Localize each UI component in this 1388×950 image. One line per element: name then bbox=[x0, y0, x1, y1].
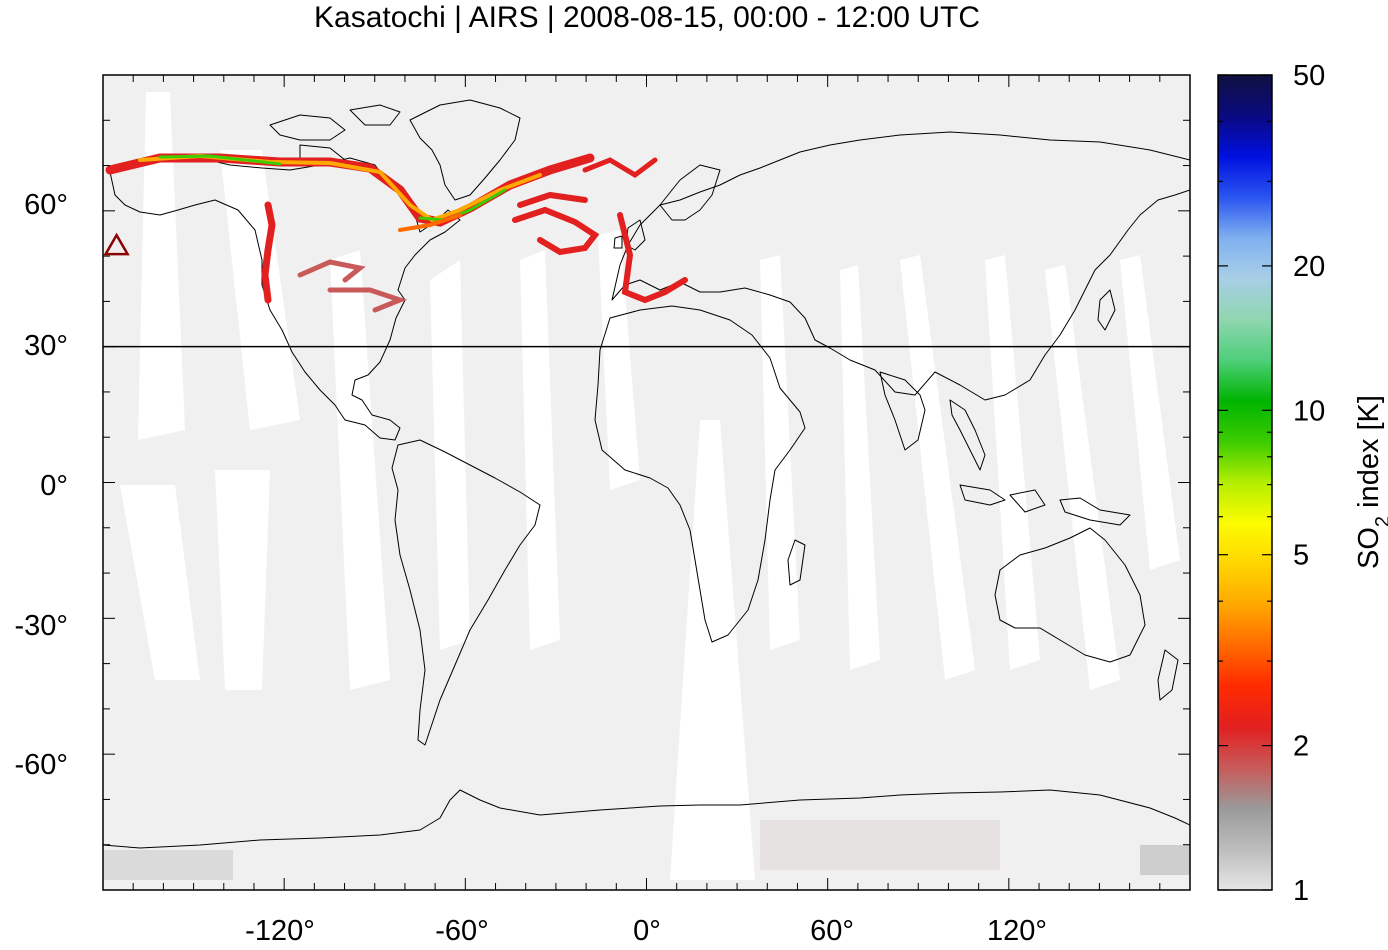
swath-gap bbox=[1120, 255, 1180, 570]
coastline-indonesia bbox=[959, 484, 1131, 526]
y-tick-label: 0° bbox=[40, 470, 68, 502]
swath-gap bbox=[985, 255, 1040, 670]
colorbar-tick-label: 2 bbox=[1293, 731, 1309, 763]
swath-gap bbox=[840, 265, 880, 670]
coastlines bbox=[103, 99, 1190, 849]
so2-plume-north-sea bbox=[582, 157, 658, 179]
so2-plume-canada-filament bbox=[261, 201, 276, 304]
swath-gap bbox=[900, 255, 975, 680]
coastline-north-america bbox=[109, 154, 461, 441]
noise-patch bbox=[103, 850, 233, 880]
coastline-greenland bbox=[409, 99, 521, 201]
x-tick-label: -60° bbox=[435, 915, 489, 947]
colorbar-gradient bbox=[1217, 74, 1273, 891]
coastline-madagascar bbox=[787, 539, 806, 586]
swath-gap bbox=[520, 250, 560, 650]
minor-ticks bbox=[103, 75, 1190, 890]
y-tick-label: 60° bbox=[24, 189, 68, 221]
coastline-japan bbox=[1097, 289, 1116, 331]
coastline-scandinavia bbox=[659, 164, 721, 221]
coastline-eurasia bbox=[611, 131, 1190, 401]
colorbar-label-subscript: 2 bbox=[1372, 516, 1388, 527]
so2-plume-great-lakes bbox=[398, 213, 462, 232]
coastline-new-zealand bbox=[1157, 649, 1179, 701]
y-tick-label: 30° bbox=[24, 330, 68, 362]
so2-plume-us-swirl bbox=[297, 259, 408, 313]
swath-gap bbox=[220, 150, 300, 430]
coastline-africa bbox=[594, 305, 806, 643]
so2-plume-atlantic-swirl bbox=[512, 191, 600, 256]
colorbar-tick-label: 10 bbox=[1293, 395, 1325, 427]
so2-plume bbox=[105, 153, 688, 313]
swath-gap bbox=[138, 92, 185, 440]
x-axis: -120° -60° 0° 60° 120° bbox=[245, 915, 1047, 947]
y-tick-label: -60° bbox=[14, 749, 68, 781]
swath-gap bbox=[1045, 265, 1120, 690]
colorbar-tick-label: 5 bbox=[1293, 540, 1309, 572]
so2-plume-europe bbox=[617, 212, 688, 304]
noise-patch bbox=[760, 820, 1000, 870]
swath-gap bbox=[215, 470, 270, 690]
x-tick-label: 120° bbox=[987, 915, 1047, 947]
antarctic-noise bbox=[103, 820, 1190, 880]
colorbar-label-main: SO bbox=[1353, 527, 1385, 569]
x-tick-label: 0° bbox=[633, 915, 661, 947]
colorbar-label-rest: index [K] bbox=[1353, 395, 1385, 516]
coastline-australia bbox=[994, 527, 1146, 663]
colorbar-ticks bbox=[1218, 74, 1272, 891]
plot-title: Kasatochi | AIRS | 2008-08-15, 00:00 - 1… bbox=[314, 1, 980, 34]
swath-gap bbox=[670, 420, 755, 880]
swath-gap bbox=[760, 255, 800, 650]
swath-gap bbox=[330, 250, 390, 690]
colorbar-tick-label: 50 bbox=[1293, 60, 1325, 92]
y-axis: 60° 30° 0° -30° -60° bbox=[14, 189, 68, 781]
map-content bbox=[103, 92, 1190, 880]
coastline-southeast-asia bbox=[949, 399, 986, 471]
swath-gap bbox=[598, 230, 640, 490]
coastline-south-america bbox=[391, 439, 541, 746]
x-tick-label: 60° bbox=[810, 915, 854, 947]
swath-gap bbox=[120, 485, 200, 680]
colorbar-tick-label: 20 bbox=[1293, 251, 1325, 283]
coastline-antarctica bbox=[103, 789, 1190, 849]
coastline-india bbox=[879, 371, 926, 451]
colorbar-tick-label: 1 bbox=[1293, 875, 1309, 907]
x-tick-label: -120° bbox=[245, 915, 315, 947]
colorbar-label: SO2 index [K] bbox=[1353, 395, 1388, 569]
colorbar-tick-labels: 1 2 5 10 20 50 bbox=[1293, 60, 1325, 907]
volcano-marker bbox=[103, 232, 130, 256]
noise-patch bbox=[1140, 845, 1190, 875]
y-tick-label: -30° bbox=[14, 610, 68, 642]
